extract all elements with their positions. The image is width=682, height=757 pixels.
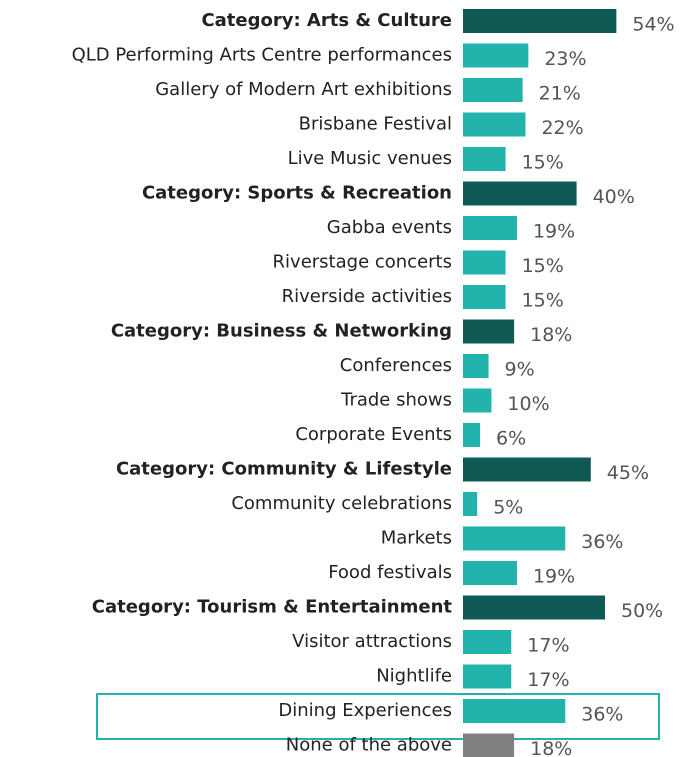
- value-label: 9%: [505, 359, 535, 381]
- bar: [463, 112, 526, 137]
- category-label: Category: Community & Lifestyle: [116, 459, 452, 480]
- bar: [463, 664, 512, 689]
- value-label: 18%: [530, 324, 572, 346]
- value-label: 5%: [493, 497, 523, 519]
- bar: [463, 319, 515, 344]
- item-label: Trade shows: [340, 390, 452, 411]
- value-label: 17%: [527, 635, 569, 657]
- value-label: 19%: [533, 221, 575, 243]
- category-label: Category: Business & Networking: [111, 321, 452, 342]
- value-label: 23%: [544, 48, 586, 70]
- bar: [463, 43, 529, 68]
- item-label: Brisbane Festival: [299, 114, 452, 135]
- value-label: 15%: [522, 152, 564, 174]
- item-label: Dining Experiences: [278, 700, 452, 721]
- item-label: Gallery of Modern Art exhibitions: [155, 79, 452, 100]
- item-label: Food festivals: [328, 562, 452, 583]
- value-label: 15%: [522, 290, 564, 312]
- item-label: Riverside activities: [282, 286, 452, 307]
- bar: [463, 147, 506, 171]
- item-label: Live Music venues: [288, 148, 452, 169]
- item-label: Visitor attractions: [292, 631, 452, 652]
- item-label: Gabba events: [327, 217, 452, 238]
- category-label: Category: Sports & Recreation: [142, 183, 452, 204]
- item-label: Community celebrations: [231, 493, 452, 514]
- bar: [463, 457, 591, 482]
- value-label: 18%: [530, 738, 572, 757]
- item-label: Nightlife: [376, 666, 452, 687]
- bar: [463, 216, 517, 240]
- item-label: QLD Performing Arts Centre performances: [72, 45, 452, 66]
- value-label: 54%: [632, 14, 674, 36]
- bar: [463, 630, 512, 654]
- value-label: 17%: [527, 669, 569, 691]
- highlight-box: [96, 693, 660, 740]
- bar: [463, 733, 515, 757]
- value-label: 10%: [507, 393, 549, 415]
- value-label: 36%: [581, 704, 623, 726]
- bar: [463, 388, 492, 413]
- bar: [463, 526, 566, 551]
- bar: [463, 699, 566, 723]
- value-label: 19%: [533, 566, 575, 588]
- category-label: Category: Arts & Culture: [201, 10, 452, 31]
- bar: [463, 354, 489, 378]
- item-label: Riverstage concerts: [273, 252, 452, 273]
- bar: [463, 9, 617, 33]
- bar: [463, 423, 481, 447]
- value-label: 6%: [496, 428, 526, 450]
- bar: [463, 250, 506, 275]
- item-label: Markets: [381, 528, 452, 549]
- value-label: 21%: [539, 83, 581, 105]
- value-label: 45%: [607, 462, 649, 484]
- value-label: 22%: [541, 117, 583, 139]
- value-label: 15%: [522, 255, 564, 277]
- bar: [463, 78, 523, 102]
- bar: [463, 285, 506, 309]
- bar: [463, 181, 577, 206]
- value-label: 40%: [593, 186, 635, 208]
- bar: [463, 492, 478, 516]
- category-label: Category: Tourism & Entertainment: [92, 597, 453, 618]
- value-label: 50%: [621, 600, 663, 622]
- value-label: 36%: [581, 531, 623, 553]
- item-label: Corporate Events: [295, 424, 452, 445]
- bar: [463, 561, 517, 585]
- item-label: None of the above: [286, 735, 452, 756]
- bar: [463, 595, 605, 620]
- item-label: Conferences: [340, 355, 452, 376]
